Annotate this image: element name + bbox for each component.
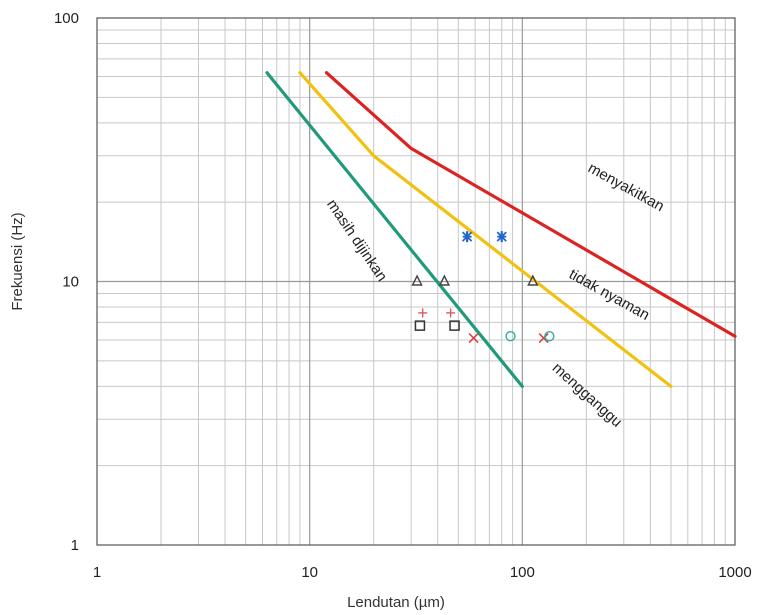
triangle-marker: [411, 274, 423, 286]
plot-frame: [96, 17, 736, 546]
circle-marker: [544, 331, 555, 342]
marker-shape: [505, 331, 516, 342]
x-tick-label: 1: [93, 564, 101, 581]
marker-shape: [414, 320, 426, 331]
asterisk-marker: [461, 231, 473, 243]
plus-marker: [446, 308, 456, 318]
series-line-1: [265, 71, 524, 388]
x-tick-label: 10: [301, 564, 318, 581]
marker-shape: [438, 274, 451, 286]
region-annotation: menyakitkan: [585, 159, 667, 215]
y-tick-label: 100: [54, 10, 79, 27]
asterisk-marker: [496, 231, 507, 243]
y-axis-label: Frekuensi (Hz): [9, 212, 26, 310]
square-marker: [414, 320, 426, 331]
triangle-marker: [438, 274, 451, 286]
plus-marker: [418, 308, 428, 318]
cross-marker: [468, 332, 479, 344]
major-gridlines: [97, 18, 735, 545]
y-tick-label: 1: [71, 537, 79, 554]
series-line-2: [298, 71, 673, 388]
series-line-3: [324, 71, 737, 338]
y-tick-label: 10: [62, 274, 79, 291]
triangle-marker: [527, 274, 539, 286]
x-tick-label: 1000: [718, 564, 751, 581]
x-tick-label: 100: [510, 564, 535, 581]
marker-shape: [527, 274, 539, 286]
marker-stroke: [538, 332, 549, 344]
region-annotation: mengganggu: [549, 359, 625, 430]
circle-marker: [505, 331, 516, 342]
marker-shape: [544, 331, 555, 342]
x-axis-label: Lendutan (µm): [347, 594, 445, 611]
tick-labels: 1 10 100 1000 1 10 100: [54, 10, 752, 581]
marker-stroke: [468, 332, 479, 344]
series-layer: [265, 71, 737, 388]
marker-shape: [411, 274, 423, 286]
cross-marker: [538, 332, 549, 344]
marker-layer: [411, 231, 555, 344]
marker-shape: [449, 320, 460, 331]
square-marker: [449, 320, 460, 331]
